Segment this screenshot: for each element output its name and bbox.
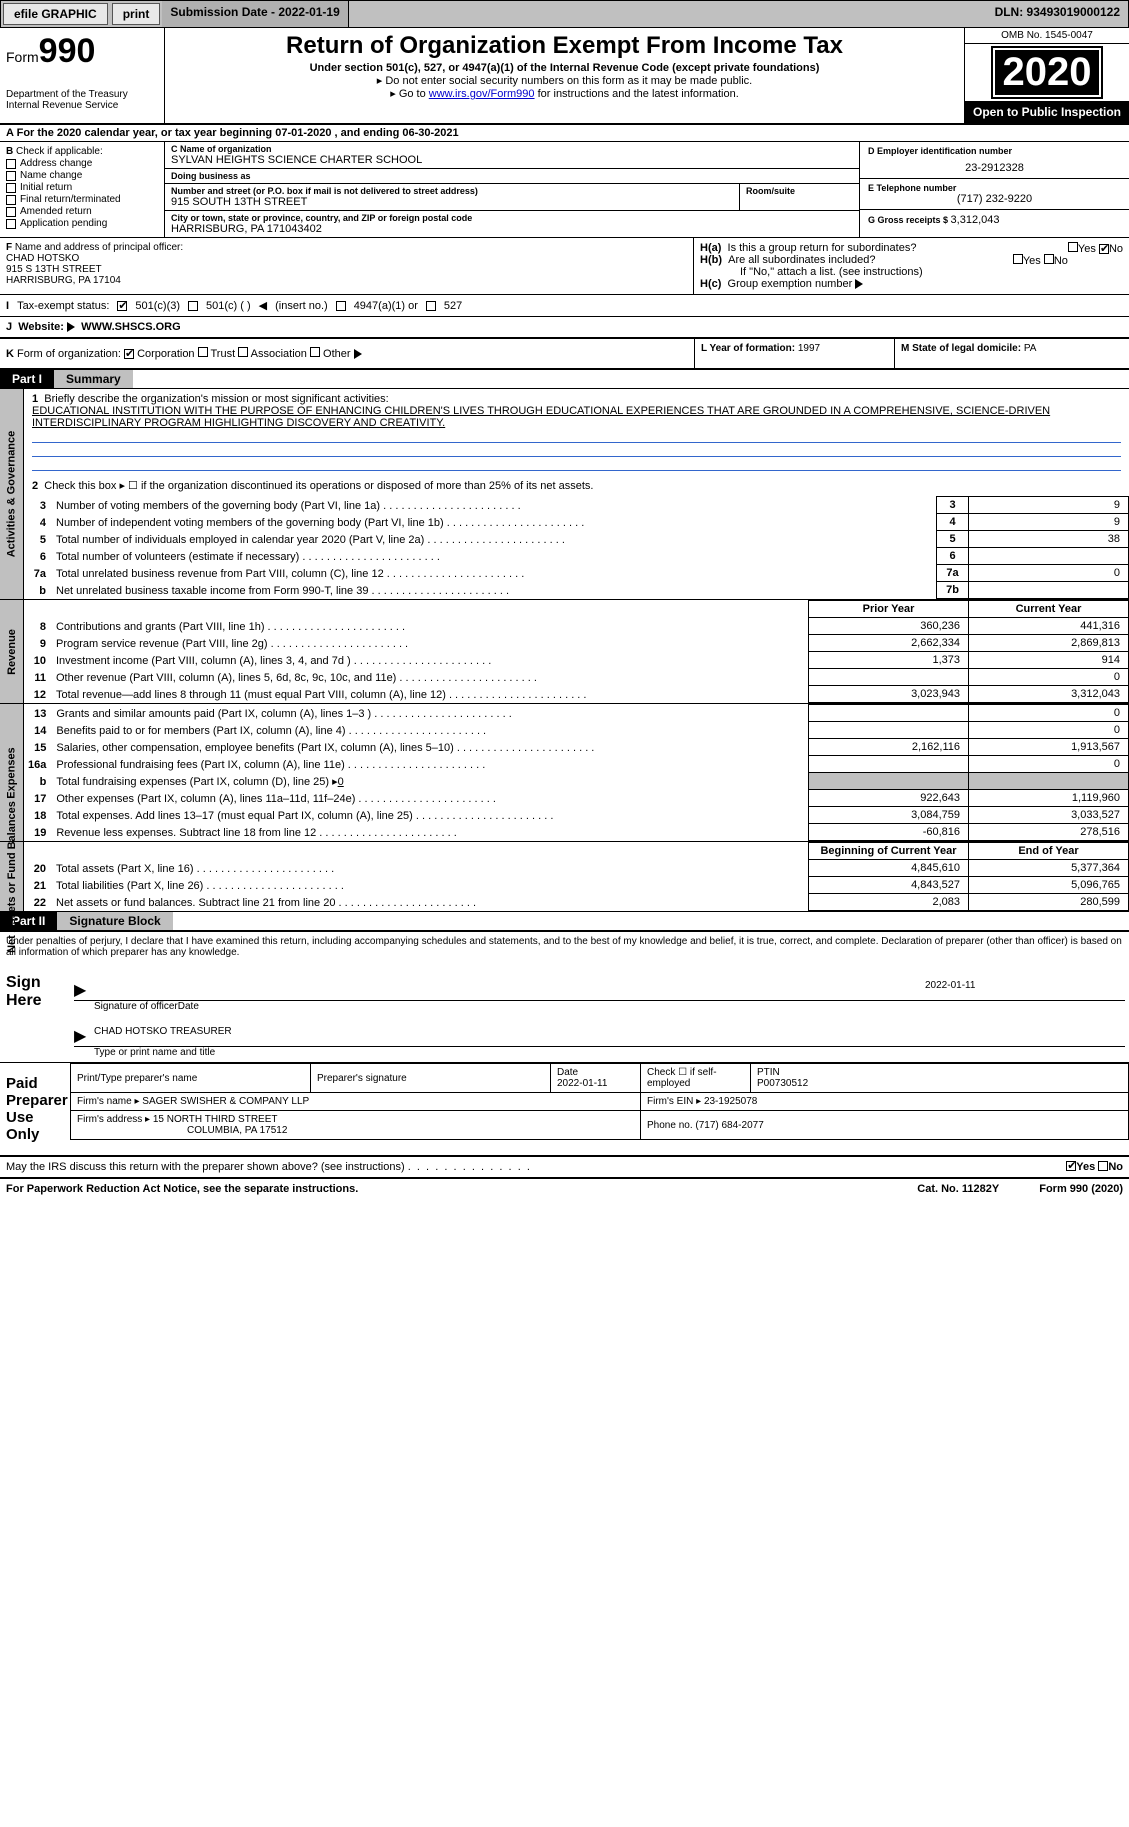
- firm-ein: 23-1925078: [704, 1096, 757, 1107]
- chk-discuss-yes[interactable]: [1066, 1161, 1076, 1171]
- chk-501c[interactable]: [188, 301, 198, 311]
- block-c: C Name of organization SYLVAN HEIGHTS SC…: [165, 142, 859, 237]
- ptin: P00730512: [757, 1078, 808, 1089]
- tax-year: 2020: [995, 50, 1100, 95]
- chk-4947[interactable]: [336, 301, 346, 311]
- governance-section: Activities & Governance 1 Briefly descri…: [0, 389, 1129, 600]
- tax-exempt-row: I Tax-exempt status: 501(c)(3) 501(c) ( …: [0, 295, 1129, 317]
- chk-assoc[interactable]: [238, 347, 248, 357]
- dept-treasury: Department of the TreasuryInternal Reven…: [6, 89, 158, 111]
- telephone: (717) 232-9220: [868, 193, 1121, 205]
- header-left: Form990 Department of the TreasuryIntern…: [0, 28, 165, 123]
- website-row: J Website: WWW.SHSCS.ORG: [0, 317, 1129, 339]
- section-a: A For the 2020 calendar year, or tax yea…: [0, 125, 1129, 142]
- revenue-table: Prior YearCurrent Year 8Contributions an…: [24, 600, 1129, 703]
- chk-discuss-no[interactable]: [1098, 1161, 1108, 1171]
- chk-other[interactable]: [310, 347, 320, 357]
- note-goto: ▸ Go to www.irs.gov/Form990 for instruct…: [173, 87, 956, 100]
- irs-link[interactable]: www.irs.gov/Form990: [429, 88, 535, 100]
- submission-date: Submission Date - 2022-01-19: [162, 1, 348, 27]
- form-number: 990: [39, 32, 96, 70]
- block-h: H(a) Is this a group return for subordin…: [694, 238, 1129, 294]
- header-right: OMB No. 1545-0047 2020 Open to Public In…: [964, 28, 1129, 123]
- city-state-zip: HARRISBURG, PA 171043402: [171, 223, 853, 235]
- efile-button[interactable]: efile GRAPHIC: [3, 3, 108, 25]
- print-button[interactable]: print: [112, 3, 161, 25]
- gross-receipts: 3,312,043: [951, 214, 1000, 226]
- chk-trust[interactable]: [198, 347, 208, 357]
- discuss-row: May the IRS discuss this return with the…: [0, 1156, 1129, 1177]
- netassets-section: Net Assets or Fund Balances Beginning of…: [0, 842, 1129, 912]
- state-domicile: PA: [1024, 343, 1037, 354]
- paid-preparer-label: Paid Preparer Use Only: [0, 1063, 70, 1155]
- chk-501c3[interactable]: [117, 301, 127, 311]
- chk-hb-no[interactable]: [1044, 254, 1054, 264]
- page-footer: For Paperwork Reduction Act Notice, see …: [0, 1177, 1129, 1199]
- year-formation: 1997: [798, 343, 820, 354]
- penalties-text: Under penalties of perjury, I declare th…: [0, 932, 1129, 962]
- revenue-section: Revenue Prior YearCurrent Year 8Contribu…: [0, 600, 1129, 704]
- block-b: B Check if applicable: Address change Na…: [0, 142, 165, 237]
- preparer-table: Print/Type preparer's name Preparer's si…: [70, 1063, 1129, 1140]
- form-header: Form990 Department of the TreasuryIntern…: [0, 28, 1129, 125]
- preparer-phone: (717) 684-2077: [695, 1120, 763, 1131]
- chk-hb-yes[interactable]: [1013, 254, 1023, 264]
- part1-header: Part I Summary: [0, 370, 1129, 389]
- top-toolbar: efile GRAPHIC print Submission Date - 20…: [0, 0, 1129, 28]
- form-subtitle: Under section 501(c), 527, or 4947(a)(1)…: [173, 62, 956, 74]
- part2-header: Part II Signature Block: [0, 912, 1129, 931]
- block-f: F Name and address of principal officer:…: [0, 238, 694, 294]
- signature-section: Under penalties of perjury, I declare th…: [0, 931, 1129, 1177]
- block-d: D Employer identification number 23-2912…: [859, 142, 1129, 237]
- chk-address-change[interactable]: [6, 159, 16, 169]
- arrow-icon: [855, 279, 863, 289]
- arrow-icon: [354, 349, 362, 359]
- chk-initial-return[interactable]: [6, 183, 16, 193]
- expenses-table: 13Grants and similar amounts paid (Part …: [24, 704, 1129, 841]
- chk-ha-yes[interactable]: [1068, 242, 1078, 252]
- chk-ha-no[interactable]: [1099, 244, 1109, 254]
- mission-text: EDUCATIONAL INSTITUTION WITH THE PURPOSE…: [32, 405, 1050, 429]
- chk-final-return[interactable]: [6, 195, 16, 205]
- governance-table: 3Number of voting members of the governi…: [24, 496, 1129, 599]
- expenses-section: Expenses 13Grants and similar amounts pa…: [0, 704, 1129, 842]
- chk-app-pending[interactable]: [6, 219, 16, 229]
- form-label: Form: [6, 49, 39, 65]
- header-mid: Return of Organization Exempt From Incom…: [165, 28, 964, 123]
- org-name: SYLVAN HEIGHTS SCIENCE CHARTER SCHOOL: [171, 154, 853, 166]
- omb-number: OMB No. 1545-0047: [965, 28, 1129, 44]
- note-ssn: ▸ Do not enter social security numbers o…: [173, 74, 956, 87]
- open-to-public: Open to Public Inspection: [965, 101, 1129, 123]
- firm-name: SAGER SWISHER & COMPANY LLP: [142, 1096, 309, 1107]
- website-url: WWW.SHSCS.ORG: [81, 321, 181, 333]
- netassets-table: Beginning of Current YearEnd of Year 20T…: [24, 842, 1129, 911]
- blocks-fh: F Name and address of principal officer:…: [0, 238, 1129, 295]
- korg-row: K Form of organization: Corporation Trus…: [0, 339, 1129, 370]
- street-address: 915 SOUTH 13TH STREET: [171, 196, 733, 208]
- form-title: Return of Organization Exempt From Incom…: [173, 32, 956, 60]
- arrow-icon: [67, 322, 75, 332]
- officer-name: CHAD HOTSKO: [6, 253, 79, 264]
- chk-corp[interactable]: [124, 349, 134, 359]
- sig-date: 2022-01-11: [925, 980, 1125, 1000]
- sign-here-label: Sign Here: [0, 962, 70, 1062]
- chk-amended[interactable]: [6, 207, 16, 217]
- chk-name-change[interactable]: [6, 171, 16, 181]
- chk-527[interactable]: [426, 301, 436, 311]
- blocks-bcd: B Check if applicable: Address change Na…: [0, 142, 1129, 238]
- ein: 23-2912328: [868, 156, 1121, 174]
- dln: DLN: 93493019000122: [987, 1, 1128, 27]
- officer-name-title: CHAD HOTSKO TREASURER: [94, 1026, 1125, 1046]
